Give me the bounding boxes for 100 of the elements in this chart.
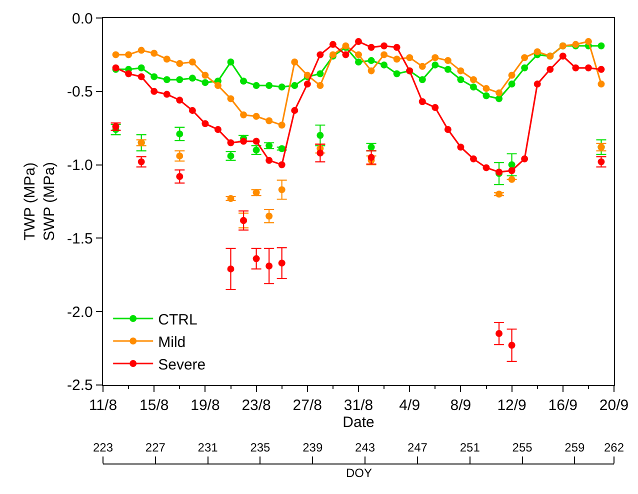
point xyxy=(418,62,426,70)
point xyxy=(572,64,580,72)
point xyxy=(304,80,311,88)
point xyxy=(598,42,605,50)
y-tick-label: -1.0 xyxy=(66,157,93,174)
y-tick-label: -1.5 xyxy=(66,230,93,248)
x-tick-label: 27/8 xyxy=(292,397,322,414)
point xyxy=(138,46,145,54)
x-tick-label: 23/8 xyxy=(242,397,271,414)
point xyxy=(214,126,222,134)
point xyxy=(188,106,196,114)
point xyxy=(163,76,170,84)
point xyxy=(163,90,170,98)
point xyxy=(470,76,477,84)
x2-tick-label: 251 xyxy=(460,440,480,455)
point xyxy=(368,44,375,51)
point xyxy=(202,72,209,79)
legend-label: CTRL xyxy=(158,311,198,328)
x2-tick-label: 223 xyxy=(92,440,114,455)
point xyxy=(125,51,132,58)
point xyxy=(521,64,528,72)
point xyxy=(150,50,158,57)
point xyxy=(534,48,541,56)
point xyxy=(432,104,439,112)
point xyxy=(546,66,554,73)
x2-tick-label: 247 xyxy=(407,440,428,455)
x2-tick-label: 259 xyxy=(564,440,586,455)
point xyxy=(252,138,260,145)
x2-tick-label: 231 xyxy=(198,440,218,455)
x2-tick-label: 262 xyxy=(604,440,624,455)
y-tick-label: -2.0 xyxy=(66,304,93,321)
point xyxy=(508,167,516,174)
x2-tick-label: 239 xyxy=(302,440,323,455)
point xyxy=(125,70,132,78)
point xyxy=(138,73,145,80)
y-tick-label: 0.0 xyxy=(72,10,93,28)
point xyxy=(432,61,439,68)
point xyxy=(393,56,400,63)
point xyxy=(176,76,184,84)
point xyxy=(252,255,260,262)
point xyxy=(240,111,248,118)
point xyxy=(584,38,592,45)
point xyxy=(380,51,388,58)
point xyxy=(266,117,273,124)
y-tick-label: -2.5 xyxy=(66,377,93,394)
point xyxy=(457,144,464,151)
point xyxy=(240,138,248,145)
point xyxy=(138,64,145,72)
x-tick-label: 20/9 xyxy=(599,397,629,414)
point xyxy=(482,92,490,100)
point xyxy=(316,51,324,58)
x-tick-label: 11/8 xyxy=(88,397,118,414)
point xyxy=(534,80,541,88)
point xyxy=(482,84,490,92)
point xyxy=(188,58,196,66)
point xyxy=(316,82,324,90)
point xyxy=(368,57,375,64)
point xyxy=(278,260,286,267)
point xyxy=(252,82,260,90)
point xyxy=(227,139,234,146)
x-tick-label: 19/8 xyxy=(190,397,220,414)
point xyxy=(380,61,388,68)
point xyxy=(521,54,528,62)
point xyxy=(266,156,273,164)
point xyxy=(432,54,439,62)
point xyxy=(227,95,234,102)
point xyxy=(278,122,286,129)
point xyxy=(112,51,120,58)
point xyxy=(266,82,273,90)
x-tick-label: 4/9 xyxy=(399,397,420,414)
point xyxy=(202,79,209,86)
legend-label: Severe xyxy=(158,356,206,374)
point xyxy=(316,150,324,157)
point xyxy=(508,72,516,79)
point xyxy=(329,40,336,48)
point xyxy=(291,58,298,66)
point xyxy=(584,64,592,72)
y-axis-title: TWP (MPa) SWP (MPa) xyxy=(22,162,58,241)
x-tick-label: 15/8 xyxy=(140,397,169,414)
point xyxy=(355,51,362,58)
x-tick-label: 8/9 xyxy=(450,397,472,414)
point xyxy=(176,96,184,104)
x2-tick-label: 255 xyxy=(512,440,533,455)
point xyxy=(444,57,452,64)
point xyxy=(266,262,273,270)
point xyxy=(444,66,452,73)
point xyxy=(150,88,158,95)
point xyxy=(393,70,400,78)
point xyxy=(482,164,490,172)
point xyxy=(355,58,362,66)
point xyxy=(470,83,477,90)
point xyxy=(508,342,516,349)
point xyxy=(598,66,605,73)
point xyxy=(188,74,196,82)
x2-tick-label: 227 xyxy=(145,440,166,455)
point xyxy=(227,265,234,272)
point xyxy=(316,70,324,78)
point xyxy=(278,83,286,90)
point xyxy=(176,60,184,67)
point xyxy=(163,56,170,63)
